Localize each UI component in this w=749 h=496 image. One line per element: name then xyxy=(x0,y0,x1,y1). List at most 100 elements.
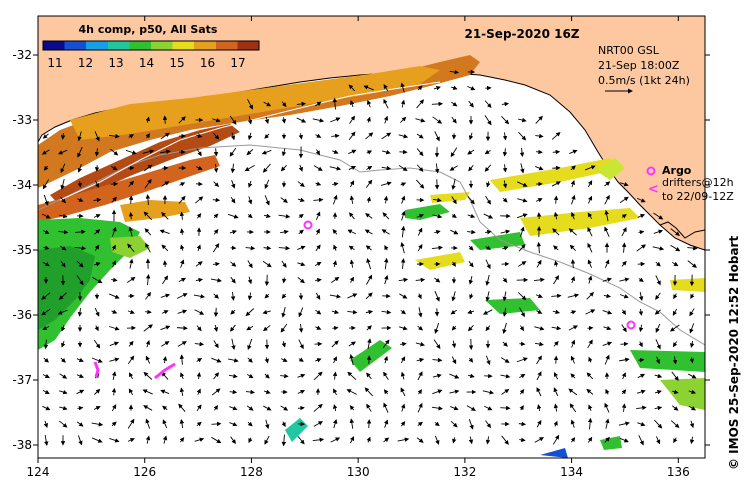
current-arrow xyxy=(637,213,645,219)
colorbar-tick-label: 15 xyxy=(169,56,184,70)
current-arrow xyxy=(397,437,410,442)
current-arrow xyxy=(230,291,236,301)
current-arrow xyxy=(670,420,680,429)
current-arrow xyxy=(247,338,253,350)
current-arrow xyxy=(160,149,171,154)
current-arrow xyxy=(638,308,644,316)
argo-legend: Argo < drifters@12h to 22/09-12Z xyxy=(646,164,734,203)
current-arrow xyxy=(535,149,543,155)
colorbar-tick-label: 14 xyxy=(139,56,154,70)
current-arrow xyxy=(553,245,559,251)
current-arrow xyxy=(213,163,219,173)
current-arrow xyxy=(210,278,222,283)
current-arrow xyxy=(501,388,510,395)
current-arrow xyxy=(333,419,338,429)
current-arrow xyxy=(432,389,443,395)
current-arrow xyxy=(143,371,153,380)
current-arrow xyxy=(91,357,103,363)
current-arrow xyxy=(535,166,544,171)
current-arrow xyxy=(502,291,508,302)
current-arrow xyxy=(332,228,338,235)
current-arrow xyxy=(383,402,389,413)
current-arrow xyxy=(145,133,151,139)
current-arrow xyxy=(349,195,355,204)
current-arrow xyxy=(653,229,664,234)
current-arrow xyxy=(518,117,527,123)
current-arrow xyxy=(417,293,422,300)
current-arrow xyxy=(261,149,272,155)
current-arrow xyxy=(315,228,320,235)
current-arrow xyxy=(145,116,150,123)
current-arrow xyxy=(280,229,289,235)
current-arrow xyxy=(245,308,255,317)
current-arrow xyxy=(315,149,320,156)
current-arrow xyxy=(248,180,253,188)
current-arrow xyxy=(485,291,490,302)
current-arrow xyxy=(213,293,219,299)
current-arrow xyxy=(74,245,87,251)
current-arrow xyxy=(584,165,596,171)
current-arrow xyxy=(265,419,270,430)
argo-float-marker xyxy=(626,320,636,330)
current-arrow xyxy=(553,195,559,204)
current-arrow xyxy=(451,85,458,90)
current-arrow xyxy=(312,437,325,443)
current-arrow xyxy=(638,341,643,348)
current-arrow xyxy=(384,244,389,251)
current-arrow xyxy=(398,277,409,283)
current-arrow xyxy=(467,373,475,379)
current-arrow xyxy=(180,259,185,268)
current-arrow xyxy=(194,341,205,347)
current-arrow xyxy=(347,371,357,381)
current-arrow xyxy=(42,405,51,411)
current-arrow xyxy=(332,194,338,205)
current-arrow xyxy=(400,225,406,238)
current-arrow xyxy=(553,403,559,412)
current-arrow xyxy=(689,340,695,348)
current-arrow xyxy=(349,180,355,188)
current-arrow xyxy=(41,149,50,155)
current-arrow xyxy=(280,197,288,203)
current-arrow xyxy=(349,405,355,411)
drifter-track xyxy=(154,362,176,380)
y-tick-label: -37 xyxy=(12,373,32,387)
current-arrow xyxy=(619,437,629,443)
colorbar-tick-label: 11 xyxy=(47,56,62,70)
current-arrow xyxy=(553,387,559,397)
current-arrow xyxy=(654,389,662,395)
current-arrow xyxy=(349,436,355,444)
colorbar-swatch xyxy=(237,41,260,50)
coast-shelf-line xyxy=(59,81,441,201)
current-arrow xyxy=(94,325,99,332)
current-arrow xyxy=(142,389,153,395)
current-arrow xyxy=(588,356,593,363)
current-arrow xyxy=(416,133,424,139)
current-arrow xyxy=(621,389,627,395)
current-arrow xyxy=(621,260,627,267)
current-arrow xyxy=(177,309,188,314)
current-arrow xyxy=(231,338,236,351)
current-arrow xyxy=(58,229,69,235)
current-arrow xyxy=(177,341,187,347)
current-arrow xyxy=(264,435,270,445)
current-arrow xyxy=(91,422,104,427)
current-arrow xyxy=(637,421,646,427)
colorbar-swatch xyxy=(107,41,130,50)
current-arrow xyxy=(76,389,85,395)
current-arrow xyxy=(672,341,678,348)
current-arrow xyxy=(400,241,405,254)
current-arrow xyxy=(333,388,338,396)
current-arrow xyxy=(670,244,681,252)
current-arrow xyxy=(229,115,237,125)
current-arrow xyxy=(57,309,68,315)
current-arrow xyxy=(111,387,117,396)
current-arrow xyxy=(108,133,120,139)
current-arrow xyxy=(672,261,679,267)
current-arrow xyxy=(298,133,304,140)
current-arrow xyxy=(417,371,423,381)
x-tick-label: 136 xyxy=(667,465,690,479)
current-arrow xyxy=(468,276,474,285)
current-arrow xyxy=(333,244,338,251)
current-arrow xyxy=(485,420,492,429)
current-arrow xyxy=(298,229,304,235)
